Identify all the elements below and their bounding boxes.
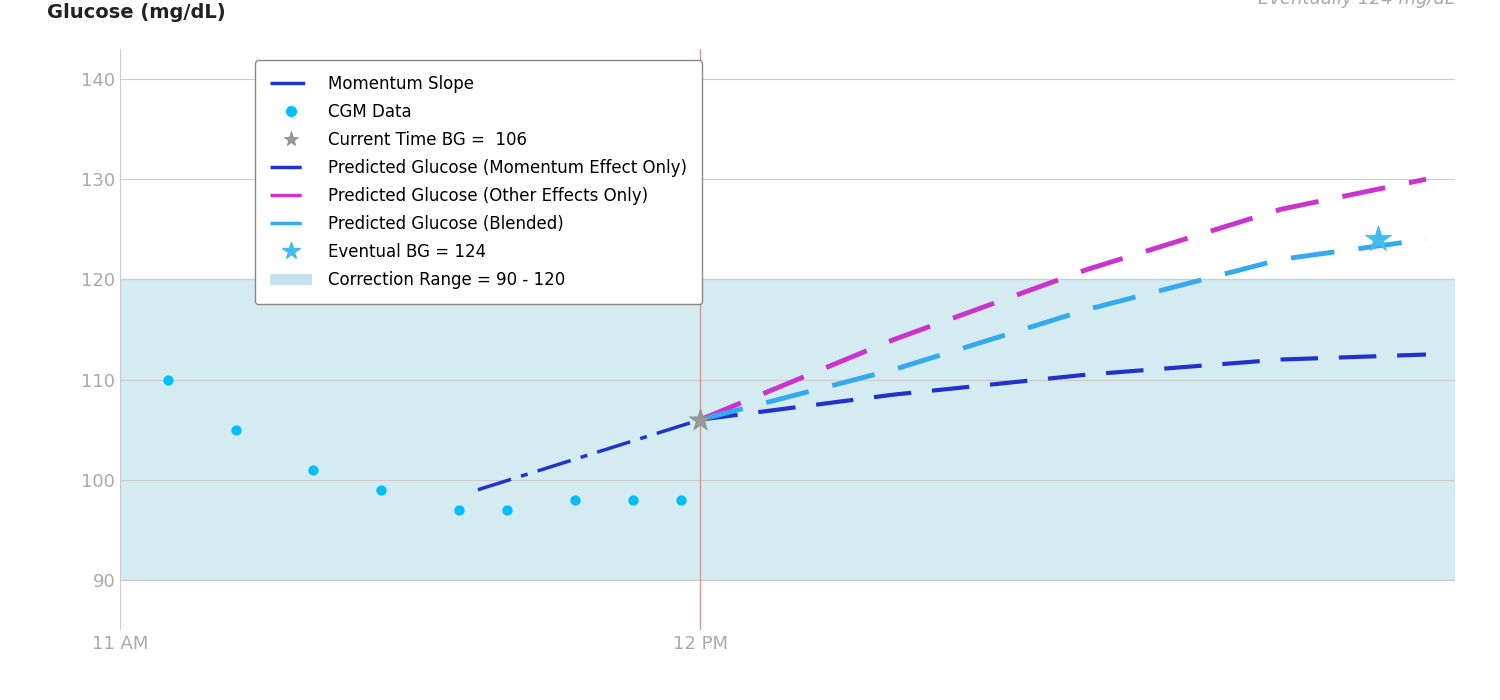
Point <box>302 464 326 475</box>
Point <box>447 504 471 515</box>
Point <box>156 374 180 385</box>
Text: Eventually 124 mg/dL: Eventually 124 mg/dL <box>1258 0 1455 8</box>
Point <box>1365 234 1389 245</box>
Point <box>224 424 248 435</box>
Point <box>562 494 586 505</box>
Text: Glucose (mg/dL): Glucose (mg/dL) <box>46 3 225 22</box>
Bar <box>120 279 1455 580</box>
Point <box>669 494 693 505</box>
Point <box>495 504 519 515</box>
Point <box>688 414 712 425</box>
Point <box>369 484 393 496</box>
Legend: Momentum Slope, CGM Data, Current Time BG =  106, Predicted Glucose (Momentum Ef: Momentum Slope, CGM Data, Current Time B… <box>255 60 702 304</box>
Point <box>621 494 645 505</box>
